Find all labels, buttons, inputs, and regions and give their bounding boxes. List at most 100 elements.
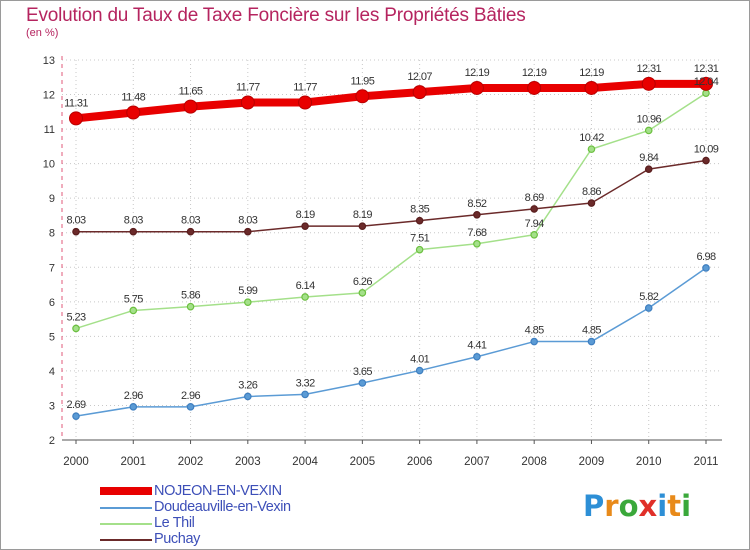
x-tick-label: 2009 xyxy=(579,456,605,468)
x-tick-label: 2002 xyxy=(178,456,204,468)
x-tick-label: 2008 xyxy=(521,456,547,468)
data-label-nojeon-en-vexin: 11.77 xyxy=(293,81,317,93)
data-label-nojeon-en-vexin: 11.31 xyxy=(64,97,88,109)
data-point-le-thil xyxy=(358,289,367,297)
data-point-nojeon-en-vexin xyxy=(355,89,370,104)
data-point-nojeon-en-vexin xyxy=(527,80,542,95)
data-label-doudeauville-en-vexin: 3.65 xyxy=(353,366,372,378)
data-label-le-thil: 5.86 xyxy=(181,290,200,302)
data-point-doudeauville-en-vexin xyxy=(702,264,710,272)
y-tick-label: 12 xyxy=(43,90,55,102)
data-label-nojeon-en-vexin: 12.19 xyxy=(522,67,547,79)
data-point-le-thil xyxy=(244,298,252,306)
data-label-puchay: 8.03 xyxy=(181,215,200,227)
data-point-puchay xyxy=(244,227,252,236)
x-tick-label: 2006 xyxy=(407,456,433,468)
y-tick-label: 3 xyxy=(49,400,55,412)
data-label-le-thil: 6.14 xyxy=(296,280,315,292)
data-label-le-thil: 10.42 xyxy=(579,132,604,144)
legend-item-nojeon: NOJEON-EN-VEXIN xyxy=(100,484,360,499)
logo-letter: i xyxy=(657,489,668,523)
data-point-nojeon-en-vexin xyxy=(183,99,198,114)
y-tick-label: 2 xyxy=(49,435,55,447)
data-label-nojeon-en-vexin: 11.95 xyxy=(351,75,375,87)
data-point-puchay xyxy=(644,165,653,173)
data-label-puchay: 8.03 xyxy=(66,215,85,227)
data-label-nojeon-en-vexin: 12.31 xyxy=(636,63,661,75)
data-label-doudeauville-en-vexin: 5.82 xyxy=(639,291,658,303)
data-label-puchay: 8.35 xyxy=(410,204,429,216)
data-label-nojeon-en-vexin: 11.77 xyxy=(236,81,260,93)
data-point-puchay xyxy=(186,227,195,236)
x-tick-label: 2007 xyxy=(464,456,490,468)
data-point-doudeauville-en-vexin xyxy=(244,392,252,401)
data-label-le-thil: 10.96 xyxy=(636,113,661,125)
data-point-puchay xyxy=(587,199,596,207)
legend-item-doudeauville: Doudeauville-en-Vexin xyxy=(100,500,360,515)
data-label-layer: 2.69 2.96 2.96 3.26 3.32 3.65 4.01 4.41 4.85 4.85… xyxy=(64,63,719,411)
legend-label-puchay: Puchay xyxy=(154,531,200,547)
data-point-nojeon-en-vexin xyxy=(240,95,255,110)
data-point-doudeauville-en-vexin xyxy=(358,379,367,387)
data-point-nojeon-en-vexin xyxy=(69,111,83,126)
data-label-nojeon-en-vexin: 12.31 xyxy=(694,63,719,75)
y-tick-label: 8 xyxy=(49,228,55,240)
data-point-nojeon-en-vexin xyxy=(641,76,656,91)
series-line-puchay xyxy=(76,159,707,233)
logo-letter: x xyxy=(638,489,658,523)
data-label-nojeon-en-vexin: 11.65 xyxy=(179,86,203,98)
data-label-doudeauville-en-vexin: 4.85 xyxy=(582,325,601,337)
data-label-puchay: 8.52 xyxy=(467,198,486,210)
logo-letter: r xyxy=(604,489,619,523)
data-point-puchay xyxy=(415,216,424,225)
data-point-puchay xyxy=(301,222,309,230)
y-tick-label: 10 xyxy=(43,159,55,171)
data-label-le-thil: 5.23 xyxy=(66,311,85,323)
data-label-le-thil: 5.99 xyxy=(238,285,257,297)
data-point-puchay xyxy=(530,205,538,213)
data-point-le-thil xyxy=(587,145,596,153)
legend-swatch-puchay xyxy=(100,539,152,541)
x-tick-label: 2005 xyxy=(350,456,376,468)
x-tick-label: 2000 xyxy=(63,456,89,468)
legend-label-nojeon: NOJEON-EN-VEXIN xyxy=(154,483,282,499)
data-point-puchay xyxy=(129,227,138,236)
data-point-puchay xyxy=(358,222,367,230)
series-line-le-thil xyxy=(75,92,707,330)
proxiti-logo: Proxiti xyxy=(583,489,691,523)
y-tick-label: 13 xyxy=(43,55,55,67)
data-label-puchay: 10.09 xyxy=(694,144,719,156)
data-label-doudeauville-en-vexin: 3.26 xyxy=(238,379,257,391)
data-point-nojeon-en-vexin xyxy=(298,95,313,110)
data-label-doudeauville-en-vexin: 4.01 xyxy=(410,354,429,366)
data-point-doudeauville-en-vexin xyxy=(415,366,424,375)
data-point-le-thil xyxy=(473,239,481,248)
x-tick-label: 2003 xyxy=(235,456,261,468)
x-tick-label: 2011 xyxy=(694,456,719,468)
legend-swatch-nojeon xyxy=(100,487,152,495)
data-label-nojeon-en-vexin: 12.07 xyxy=(407,71,432,83)
data-label-le-thil: 6.26 xyxy=(353,276,372,288)
data-label-puchay: 8.86 xyxy=(582,186,601,198)
data-point-nojeon-en-vexin xyxy=(412,85,427,100)
y-tick-label: 11 xyxy=(44,124,55,136)
unit-label: (en %) xyxy=(26,27,59,39)
legend-swatch-le-thil xyxy=(100,523,152,525)
data-point-doudeauville-en-vexin xyxy=(644,304,653,312)
data-label-doudeauville-en-vexin: 2.96 xyxy=(181,390,200,402)
logo-letter: o xyxy=(618,489,639,523)
legend-item-le-thil: Le Thil xyxy=(100,516,360,531)
data-label-puchay: 8.03 xyxy=(238,215,257,227)
data-point-puchay xyxy=(72,227,80,236)
legend-label-doudeauville: Doudeauville-en-Vexin xyxy=(154,499,291,515)
data-label-doudeauville-en-vexin: 6.98 xyxy=(696,251,715,263)
y-tick-label: 7 xyxy=(49,262,55,274)
data-label-doudeauville-en-vexin: 4.85 xyxy=(525,325,544,337)
data-point-nojeon-en-vexin xyxy=(126,105,141,120)
data-point-nojeon-en-vexin xyxy=(699,76,713,91)
data-point-nojeon-en-vexin xyxy=(584,80,599,95)
data-point-puchay xyxy=(702,156,710,165)
y-tick-label: 4 xyxy=(49,366,55,378)
axis-layer: 2 3 4 5 6 7 8 9 10 11 12 13 2000 2001 2002 2003 2004 2005… xyxy=(43,55,722,468)
data-label-le-thil: 7.94 xyxy=(525,218,544,230)
